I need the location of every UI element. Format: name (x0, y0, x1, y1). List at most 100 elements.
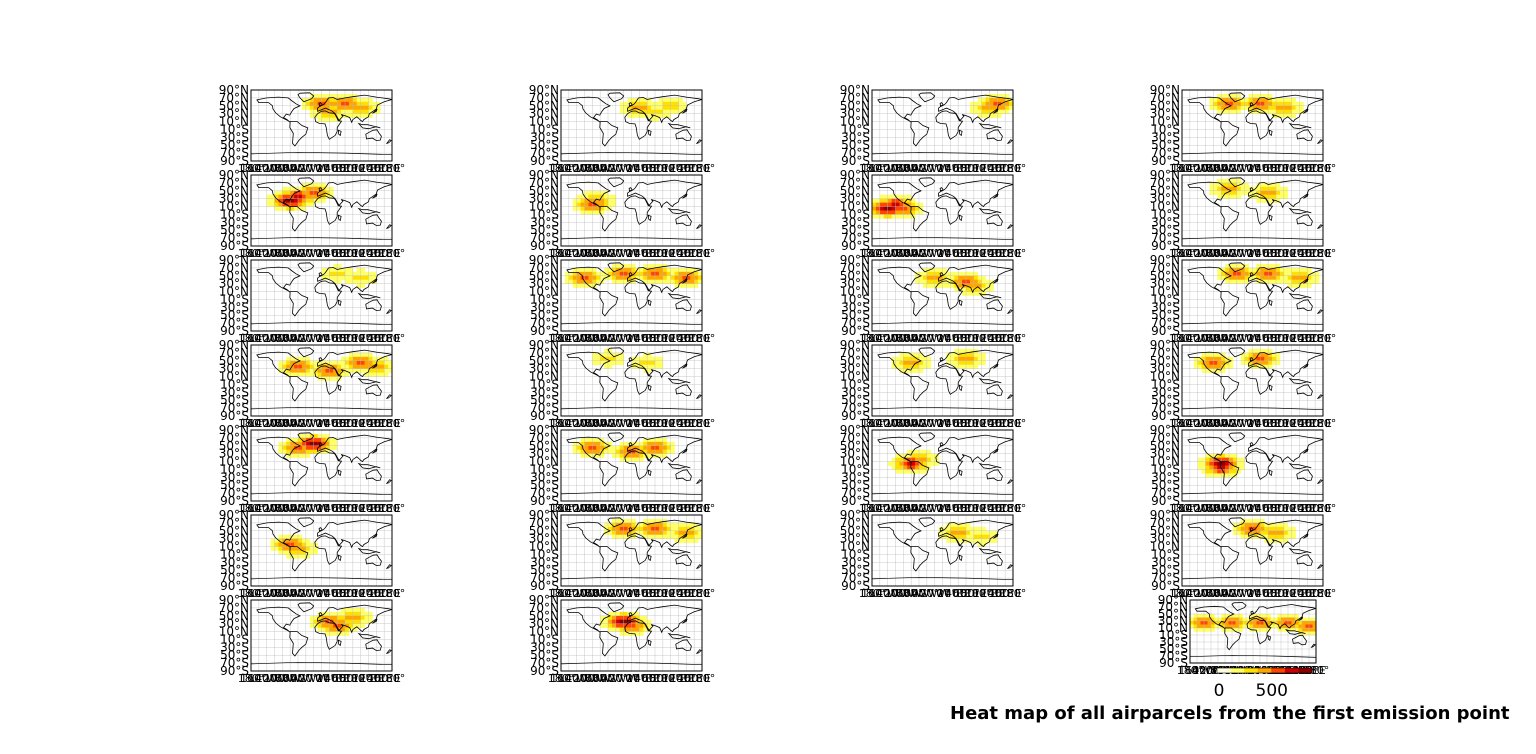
heat-cell (635, 615, 640, 621)
heat-cell (977, 542, 982, 547)
heat-cell (1205, 360, 1210, 366)
heat-cell (1287, 105, 1292, 111)
y-tick-label: 90°N (219, 338, 249, 352)
y-tick-label: 90°N (1150, 83, 1180, 97)
heat-cell (1236, 190, 1242, 196)
coastline (385, 394, 392, 399)
coastline (607, 177, 625, 188)
y-tick-label: 70°N (1150, 91, 1180, 105)
x-tick-label: 100°W (1195, 502, 1232, 515)
heat-cell (1217, 364, 1222, 369)
heat-cell (993, 97, 998, 103)
coastline (939, 187, 944, 192)
heat-cell (643, 623, 648, 628)
heat-cell (1283, 522, 1289, 528)
heat-cell (352, 275, 358, 281)
heat-cell (934, 275, 939, 281)
heat-cell (883, 198, 888, 203)
heat-cell (662, 113, 668, 118)
heat-cell (678, 283, 683, 288)
heat-cell (1252, 518, 1257, 524)
heat-cell (1005, 109, 1010, 114)
heat-cell (313, 619, 318, 624)
x-tick-label: 160°E (1298, 502, 1331, 515)
heat-cell (301, 360, 307, 366)
heat-cell (962, 356, 967, 362)
heat-cell (1221, 352, 1226, 358)
heat-cell (1217, 457, 1222, 462)
heat-cell (1268, 190, 1273, 196)
heat-cell (1305, 617, 1310, 622)
heat-cell (1190, 621, 1194, 625)
coastline (566, 96, 611, 123)
heat-cell (1248, 271, 1253, 277)
heat-cell (1209, 101, 1214, 107)
heat-cell (294, 534, 299, 539)
x-tick-label: 180° (689, 587, 716, 600)
heat-cell (356, 607, 361, 613)
x-tick-label: 40°W (1222, 247, 1252, 260)
heat-cell (1225, 182, 1230, 188)
heat-cell (321, 117, 326, 122)
heat-cell (568, 275, 574, 281)
heat-cell (895, 465, 900, 470)
coastline (1288, 122, 1312, 130)
heat-cell (1260, 526, 1265, 532)
heat-cell (600, 202, 605, 207)
heat-cell (298, 453, 303, 458)
heat-cell (1240, 101, 1245, 107)
heat-cell (337, 263, 342, 269)
heat-cell (993, 93, 998, 99)
y-tick-label: 50°N (219, 184, 249, 198)
x-tick-label: 140°E (1291, 162, 1324, 175)
heat-cell (686, 283, 691, 288)
y-tick-label: 70°S (530, 146, 559, 160)
heat-cell (1256, 271, 1261, 277)
coastline (682, 618, 688, 624)
heat-cell (266, 202, 271, 207)
heat-cell (627, 615, 632, 621)
heat-cell (627, 105, 632, 111)
x-tick-label: 120°W (566, 332, 603, 345)
heat-cell (1311, 275, 1316, 281)
x-tick-label: 20°W (608, 587, 638, 600)
heat-cell (1252, 93, 1257, 99)
heat-cell (922, 449, 928, 454)
heat-cell (329, 441, 334, 447)
heat-cell (1260, 198, 1265, 203)
x-tick-label: 40°W (1222, 502, 1252, 515)
heat-cell (345, 271, 350, 277)
coastline (1292, 634, 1307, 646)
coastline (1296, 214, 1313, 226)
heat-cell (907, 202, 912, 207)
heat-cell (301, 190, 307, 196)
heat-cell (1214, 621, 1219, 625)
x-tick-label: 140°E (1291, 587, 1324, 600)
heat-cell (1240, 356, 1245, 362)
heat-cell (588, 437, 593, 443)
y-tick-label: 70°S (1151, 571, 1180, 585)
heat-cell (911, 364, 916, 369)
heat-cell (962, 291, 967, 296)
heat-cell (619, 352, 624, 358)
heat-cell (962, 530, 967, 536)
heat-cell (325, 433, 330, 439)
coastline (256, 181, 301, 208)
heat-cell (364, 364, 369, 369)
x-tick-label: 60°W (1214, 162, 1244, 175)
heat-cell (368, 619, 373, 624)
heat-cell (321, 182, 326, 188)
coastline (682, 108, 688, 114)
heat-cell (1260, 621, 1264, 625)
x-tick-label: 120°W (256, 162, 293, 175)
x-tick-label: 140°E (1291, 502, 1324, 515)
heat-cell (1236, 93, 1242, 99)
heat-cell (619, 275, 624, 281)
heat-cell (1236, 101, 1242, 107)
heat-cell (352, 279, 358, 284)
y-tick-label: 30°N (1150, 362, 1180, 376)
coastline (599, 461, 619, 487)
heat-cell (1005, 97, 1010, 103)
coastline (667, 547, 691, 555)
heat-cell (643, 352, 648, 358)
